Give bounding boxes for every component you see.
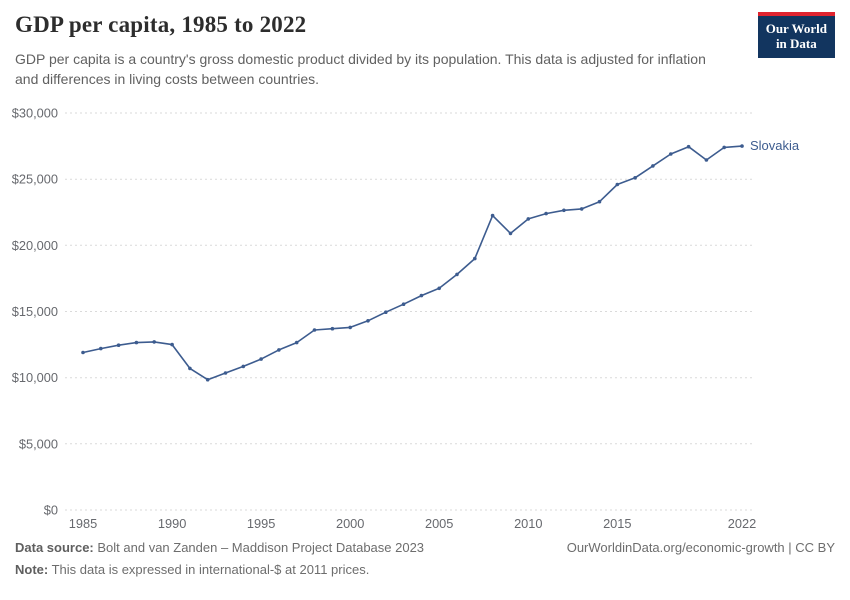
data-point[interactable]	[188, 366, 192, 371]
x-axis-tick-label: 1995	[247, 516, 275, 531]
data-point[interactable]	[348, 325, 353, 330]
data-point[interactable]	[170, 342, 174, 347]
data-point[interactable]	[597, 199, 602, 204]
data-source-text: Bolt and van Zanden – Maddison Project D…	[97, 540, 425, 555]
data-point[interactable]	[223, 371, 228, 375]
data-point[interactable]	[490, 213, 495, 218]
data-source-line: Data source: Bolt and van Zanden – Maddi…	[15, 537, 424, 559]
data-point[interactable]	[205, 377, 210, 382]
line-chart[interactable]: $0 $5,000 $10,000 $15,000 $20,000 $25,000 $30,…	[0, 98, 850, 543]
data-point[interactable]	[722, 145, 726, 150]
owid-logo-line1: Our World	[765, 21, 827, 36]
x-axis-tick-label: 2015	[603, 516, 631, 531]
series-label[interactable]: Slovakia	[750, 138, 800, 153]
data-point[interactable]	[259, 357, 263, 361]
y-axis-tick-label: $25,000	[12, 172, 58, 187]
data-point[interactable]	[455, 272, 459, 277]
owid-link[interactable]: OurWorldinData.org/economic-growth | CC …	[566, 540, 835, 555]
y-axis-tick-label: $0	[44, 503, 58, 518]
data-point[interactable]	[437, 286, 442, 291]
line-chart-svg[interactable]: $0 $5,000 $10,000 $15,000 $20,000 $25,000 $30,…	[0, 98, 850, 543]
data-point[interactable]	[579, 207, 584, 211]
x-axis-tick-label: 1985	[69, 516, 97, 531]
x-axis-tick-label: 2010	[514, 516, 542, 531]
data-point[interactable]	[241, 364, 246, 369]
data-point[interactable]	[740, 144, 744, 148]
note-label: Note:	[15, 562, 49, 578]
chart-subtitle: GDP per capita is a country's gross dome…	[15, 51, 706, 88]
data-point[interactable]	[615, 182, 620, 187]
y-axis-tick-label: $20,000	[12, 238, 58, 253]
chart-title: GDP per capita, 1985 to 2022	[15, 12, 307, 37]
x-axis-tick-label: 2000	[336, 516, 364, 531]
footer-left: Data source: Bolt and van Zanden – Maddi…	[15, 537, 424, 581]
y-axis-tick-label: $30,000	[12, 106, 58, 121]
data-point[interactable]	[704, 158, 709, 162]
data-point[interactable]	[134, 340, 139, 345]
line-series[interactable]	[82, 145, 743, 381]
data-point[interactable]	[686, 144, 691, 149]
owid-logo-line2: in Data	[775, 36, 817, 52]
data-point[interactable]	[152, 340, 156, 344]
data-point[interactable]	[99, 346, 103, 351]
data-point[interactable]	[419, 293, 424, 298]
y-axis-tick-label: $10,000	[12, 370, 58, 385]
x-axis-tick-label: 2022	[728, 516, 756, 531]
data-point[interactable]	[116, 343, 121, 347]
x-axis-tick-label: 2005	[425, 516, 453, 531]
data-point[interactable]	[81, 350, 85, 355]
data-source-label: Data source:	[15, 540, 94, 555]
data-point[interactable]	[562, 208, 566, 213]
y-axis-tick-label: $15,000	[12, 304, 58, 319]
owid-logo[interactable]: Our World in Data	[757, 12, 835, 58]
data-point[interactable]	[277, 348, 281, 352]
data-point[interactable]	[633, 176, 637, 180]
data-point[interactable]	[294, 340, 299, 345]
data-point[interactable]	[544, 211, 548, 216]
x-axis-tick-label: 1990	[158, 516, 186, 531]
data-point[interactable]	[508, 231, 513, 236]
data-point[interactable]	[669, 152, 673, 156]
data-point[interactable]	[384, 310, 388, 314]
chart-header: GDP per capita, 1985 to 2022 GDP per cap…	[15, 12, 835, 90]
note-text: This data is expressed in international-…	[51, 562, 370, 578]
data-point[interactable]	[651, 164, 655, 168]
data-point[interactable]	[366, 319, 370, 323]
chart-footer: Data source: Bolt and van Zanden – Maddi…	[15, 537, 835, 581]
y-axis-tick-label: $5,000	[19, 436, 58, 451]
data-point[interactable]	[473, 256, 477, 261]
data-point[interactable]	[401, 302, 406, 306]
data-point[interactable]	[526, 217, 531, 221]
data-point[interactable]	[312, 328, 317, 332]
data-point[interactable]	[330, 326, 335, 331]
note-line: Note: This data is expressed in internat…	[15, 559, 424, 581]
